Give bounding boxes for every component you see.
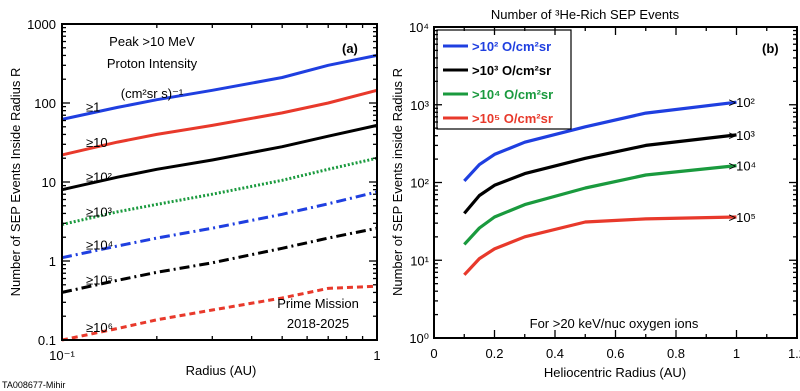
- panel-b-series-line-3: [463, 164, 737, 246]
- panel-b-y-tick-label: 10²: [410, 176, 429, 191]
- panel-b-x-tick-label: 0.8: [667, 346, 685, 361]
- panel-b-y-tick-label: 10⁰: [409, 331, 429, 346]
- panel-b-xlabel: Heliocentric Radius (AU): [544, 365, 686, 380]
- panel-a-series-label-7: ≥10⁶: [86, 320, 113, 335]
- panel-b-x-tick-label: 1.2: [788, 346, 800, 361]
- panel-b-title: Number of ³He-Rich SEP Events: [491, 7, 680, 22]
- panel-a-series-line-2: [61, 88, 378, 157]
- panel-a-series-line-1: [61, 53, 378, 121]
- panel-a-y-tick-label: 0.1: [38, 333, 56, 348]
- panel-b-x-tick-label: 1: [733, 346, 740, 361]
- panel-b-y-tick-label: 10⁴: [409, 20, 429, 35]
- panel-a-x-tick-label: 10⁻¹: [49, 348, 75, 363]
- panel-b-series-end-label-4: >10⁵: [729, 210, 756, 225]
- panel-a-y-tick-label: 1000: [27, 17, 56, 32]
- panel-b-label: (b): [762, 41, 779, 56]
- panel-b-y-tick-label: 10³: [410, 98, 429, 113]
- panel-b-y-tick-label: 10¹: [410, 253, 429, 268]
- panel-a-ylabel: Number of SEP Events Inside Radius R: [8, 68, 23, 297]
- panel-a-series-line-4: [61, 156, 378, 226]
- panel-a-chart: ≥1 ≥10 ≥10² ≥10³ ≥10⁴ ≥10⁵ ≥10⁶ 0.1 1 10 100 1000 1…: [8, 17, 381, 378]
- panel-a-xlabel: Radius (AU): [186, 363, 257, 378]
- panel-a-series-label-5: ≥10⁴: [86, 238, 113, 253]
- panel-a-series-label-6: ≥10⁵: [86, 272, 113, 287]
- panel-a-legend-title-line3: (cm²sr s)⁻¹: [121, 86, 184, 101]
- panel-b-series-end-label-3: >10⁴: [729, 159, 757, 174]
- panel-a-series-line-7: [61, 284, 378, 342]
- panel-a-x-tick-label: 1: [373, 348, 380, 363]
- panel-a-series-label-2: ≥10: [86, 135, 108, 150]
- panel-a-label: (a): [342, 41, 358, 56]
- panel-b-series-line-2: [463, 133, 737, 215]
- panel-a-annotation-line1: Prime Mission: [277, 296, 359, 311]
- panel-b-legend-label-3: >10⁴ O/cm²sr: [472, 87, 553, 102]
- panel-b-ylabel: Number of SEP Events inside Radius R: [390, 68, 405, 296]
- panel-b-x-tick-label: 0.6: [606, 346, 624, 361]
- panel-b-legend-label-1: >10² O/cm²sr: [472, 39, 551, 54]
- panel-a-y-tick-label: 100: [34, 96, 56, 111]
- credit-label: TA008677-Mihir: [2, 380, 65, 390]
- panel-b-series-end-label-1: >10²: [729, 95, 756, 110]
- panel-b-series-line-1: [463, 100, 737, 182]
- panel-b-series-line-4: [463, 215, 737, 276]
- panel-b-x-tick-label: 0.4: [546, 346, 564, 361]
- panel-a-series-label-3: ≥10²: [86, 170, 113, 185]
- panel-b-legend-label-2: >10³ O/cm²sr: [472, 63, 551, 78]
- panel-b-annotation: For >20 keV/nuc oxygen ions: [530, 316, 699, 331]
- panel-b-series-end-label-2: >10³: [729, 128, 756, 143]
- panel-a-legend-title-line1: Peak >10 MeV: [109, 34, 195, 49]
- panel-b-legend-box: [436, 29, 572, 130]
- panel-a-y-tick-label: 1: [49, 254, 56, 269]
- panel-a-annotation-line2: 2018-2025: [287, 316, 349, 331]
- panel-a-y-tick-label: 10: [42, 175, 56, 190]
- panel-a-series-label-4: ≥10³: [86, 204, 113, 219]
- panel-b-legend-label-4: >10⁵ O/cm²sr: [472, 111, 553, 126]
- panel-b-x-tick-label: 0.2: [485, 346, 503, 361]
- panel-b-x-tick-label: 0: [430, 346, 437, 361]
- panel-a-series-label-1: ≥1: [86, 99, 100, 114]
- panel-a-legend-title-line2: Proton Intensity: [107, 56, 198, 71]
- panel-a-series-line-3: [61, 123, 378, 192]
- panel-b-chart: Number of ³He-Rich SEP Events >10² >10³ >1…: [390, 7, 800, 380]
